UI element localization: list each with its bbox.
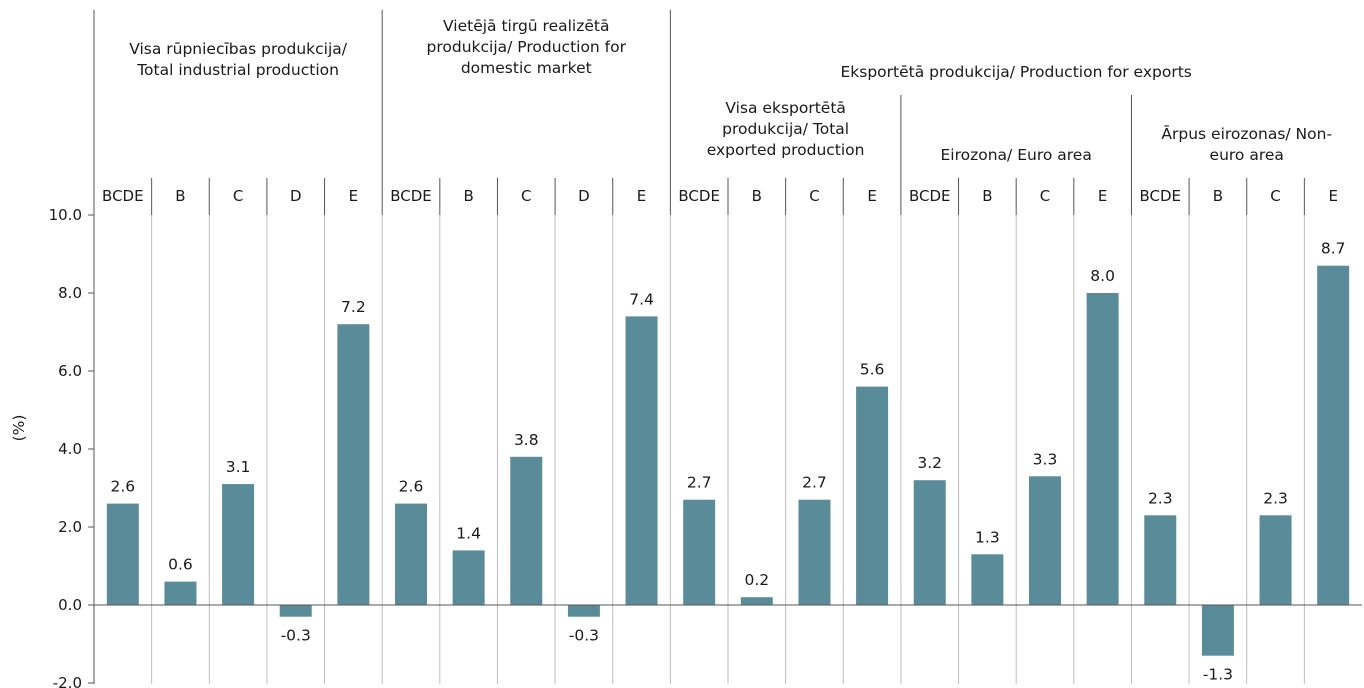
bar	[510, 456, 543, 605]
bar	[1201, 605, 1234, 656]
value-label: 5.6	[860, 361, 885, 379]
category-separators	[151, 215, 1305, 684]
subgroup-title-exports-total: produkcija/ Total	[722, 120, 849, 138]
group-title-domestic: Vietējā tirgū realizētā	[443, 17, 609, 35]
bar	[913, 480, 946, 605]
bar	[452, 550, 485, 605]
bar	[279, 605, 312, 617]
category-label: BCDE	[678, 187, 720, 205]
y-tick-label: -2.0	[53, 674, 82, 688]
y-tick-label: 6.0	[58, 362, 82, 380]
value-label: 1.3	[975, 528, 1000, 546]
bar	[164, 581, 197, 605]
group-title-domestic: domestic market	[461, 59, 592, 77]
bar	[683, 499, 716, 605]
bar	[1144, 515, 1177, 605]
value-label: 2.3	[1263, 489, 1288, 507]
value-label: 3.1	[226, 458, 251, 476]
value-label: 7.4	[629, 290, 654, 308]
category-label: B	[752, 187, 762, 205]
bar	[222, 484, 255, 605]
bar	[1086, 293, 1119, 605]
bar	[1029, 476, 1061, 605]
value-label: 2.3	[1148, 489, 1173, 507]
bar	[337, 324, 370, 605]
value-label: 2.6	[110, 478, 135, 496]
axes	[88, 10, 1362, 684]
y-tick-label: 10.0	[49, 206, 82, 224]
group-title-exports: Eksportētā produkcija/ Production for ex…	[841, 63, 1192, 81]
y-tick-label: 2.0	[58, 518, 82, 536]
header-labels: Visa rūpniecības produkcija/Total indust…	[129, 17, 1332, 164]
y-axis-label: (%)	[10, 415, 28, 442]
subgroup-title-euro: Eirozona/ Euro area	[941, 146, 1092, 164]
category-label: E	[1098, 187, 1107, 205]
header-grid-lines	[151, 10, 1305, 215]
category-label: C	[809, 187, 819, 205]
category-label: E	[637, 187, 646, 205]
category-label: C	[233, 187, 243, 205]
value-label: 7.2	[341, 298, 366, 316]
value-label: 3.8	[514, 431, 539, 449]
bar	[567, 605, 600, 617]
category-label: C	[1040, 187, 1050, 205]
category-label: B	[175, 187, 185, 205]
bars	[106, 265, 1350, 656]
bar	[625, 316, 658, 605]
value-label: 0.2	[744, 571, 769, 589]
value-label: -0.3	[569, 627, 599, 645]
subgroup-title-noneuro: euro area	[1210, 146, 1284, 164]
y-tick-label: 0.0	[58, 596, 82, 614]
bar	[971, 554, 1004, 605]
category-label: E	[1328, 187, 1337, 205]
bar	[395, 503, 427, 605]
bar	[856, 386, 889, 605]
value-label: 3.3	[1033, 450, 1058, 468]
category-label: B	[463, 187, 473, 205]
value-label: 8.0	[1090, 267, 1115, 285]
value-label: 2.7	[802, 474, 827, 492]
value-label: 3.2	[917, 454, 942, 472]
category-labels: BCDE B C D E BCDE B C D E BCDE B C E BCDE B C E BCDE B C E	[102, 187, 1338, 205]
category-label: BCDE	[102, 187, 144, 205]
value-label: 0.6	[168, 556, 193, 574]
y-tick-label: 4.0	[58, 440, 82, 458]
value-label: 2.6	[399, 478, 424, 496]
category-label: E	[867, 187, 876, 205]
subgroup-title-exports-total: exported production	[707, 141, 865, 159]
category-label: D	[290, 187, 302, 205]
value-label: -1.3	[1203, 666, 1233, 684]
value-labels: 2.6 0.6 3.1 -0.3 7.2 2.6 1.4 3.8 -0.3 7.4 2.7 0.2 2.…	[110, 240, 1345, 684]
value-label: 8.7	[1321, 240, 1346, 258]
bar	[798, 499, 831, 605]
category-label: BCDE	[390, 187, 432, 205]
category-label: BCDE	[1140, 187, 1182, 205]
category-label: E	[349, 187, 358, 205]
value-label: 2.7	[687, 474, 712, 492]
group-title-total: Visa rūpniecības produkcija/	[129, 40, 348, 58]
value-label: -0.3	[281, 627, 311, 645]
y-tick-label: 8.0	[58, 284, 82, 302]
category-label: C	[521, 187, 531, 205]
category-label: C	[1270, 187, 1280, 205]
category-label: D	[578, 187, 590, 205]
bar	[1259, 515, 1292, 605]
subgroup-title-exports-total: Visa eksportētā	[725, 99, 846, 117]
category-label: B	[982, 187, 992, 205]
group-title-domestic: produkcija/ Production for	[427, 38, 627, 56]
category-label: BCDE	[909, 187, 951, 205]
subgroup-title-noneuro: Ārpus eirozonas/ Non-	[1161, 125, 1332, 143]
bar	[106, 503, 139, 605]
bar	[740, 597, 773, 605]
group-title-total: Total industrial production	[136, 61, 339, 79]
category-label: B	[1213, 187, 1223, 205]
bar	[1317, 265, 1350, 605]
value-label: 1.4	[456, 524, 481, 542]
y-tick-labels: -2.0 0.0 2.0 4.0 6.0 8.0 10.0	[49, 206, 82, 688]
